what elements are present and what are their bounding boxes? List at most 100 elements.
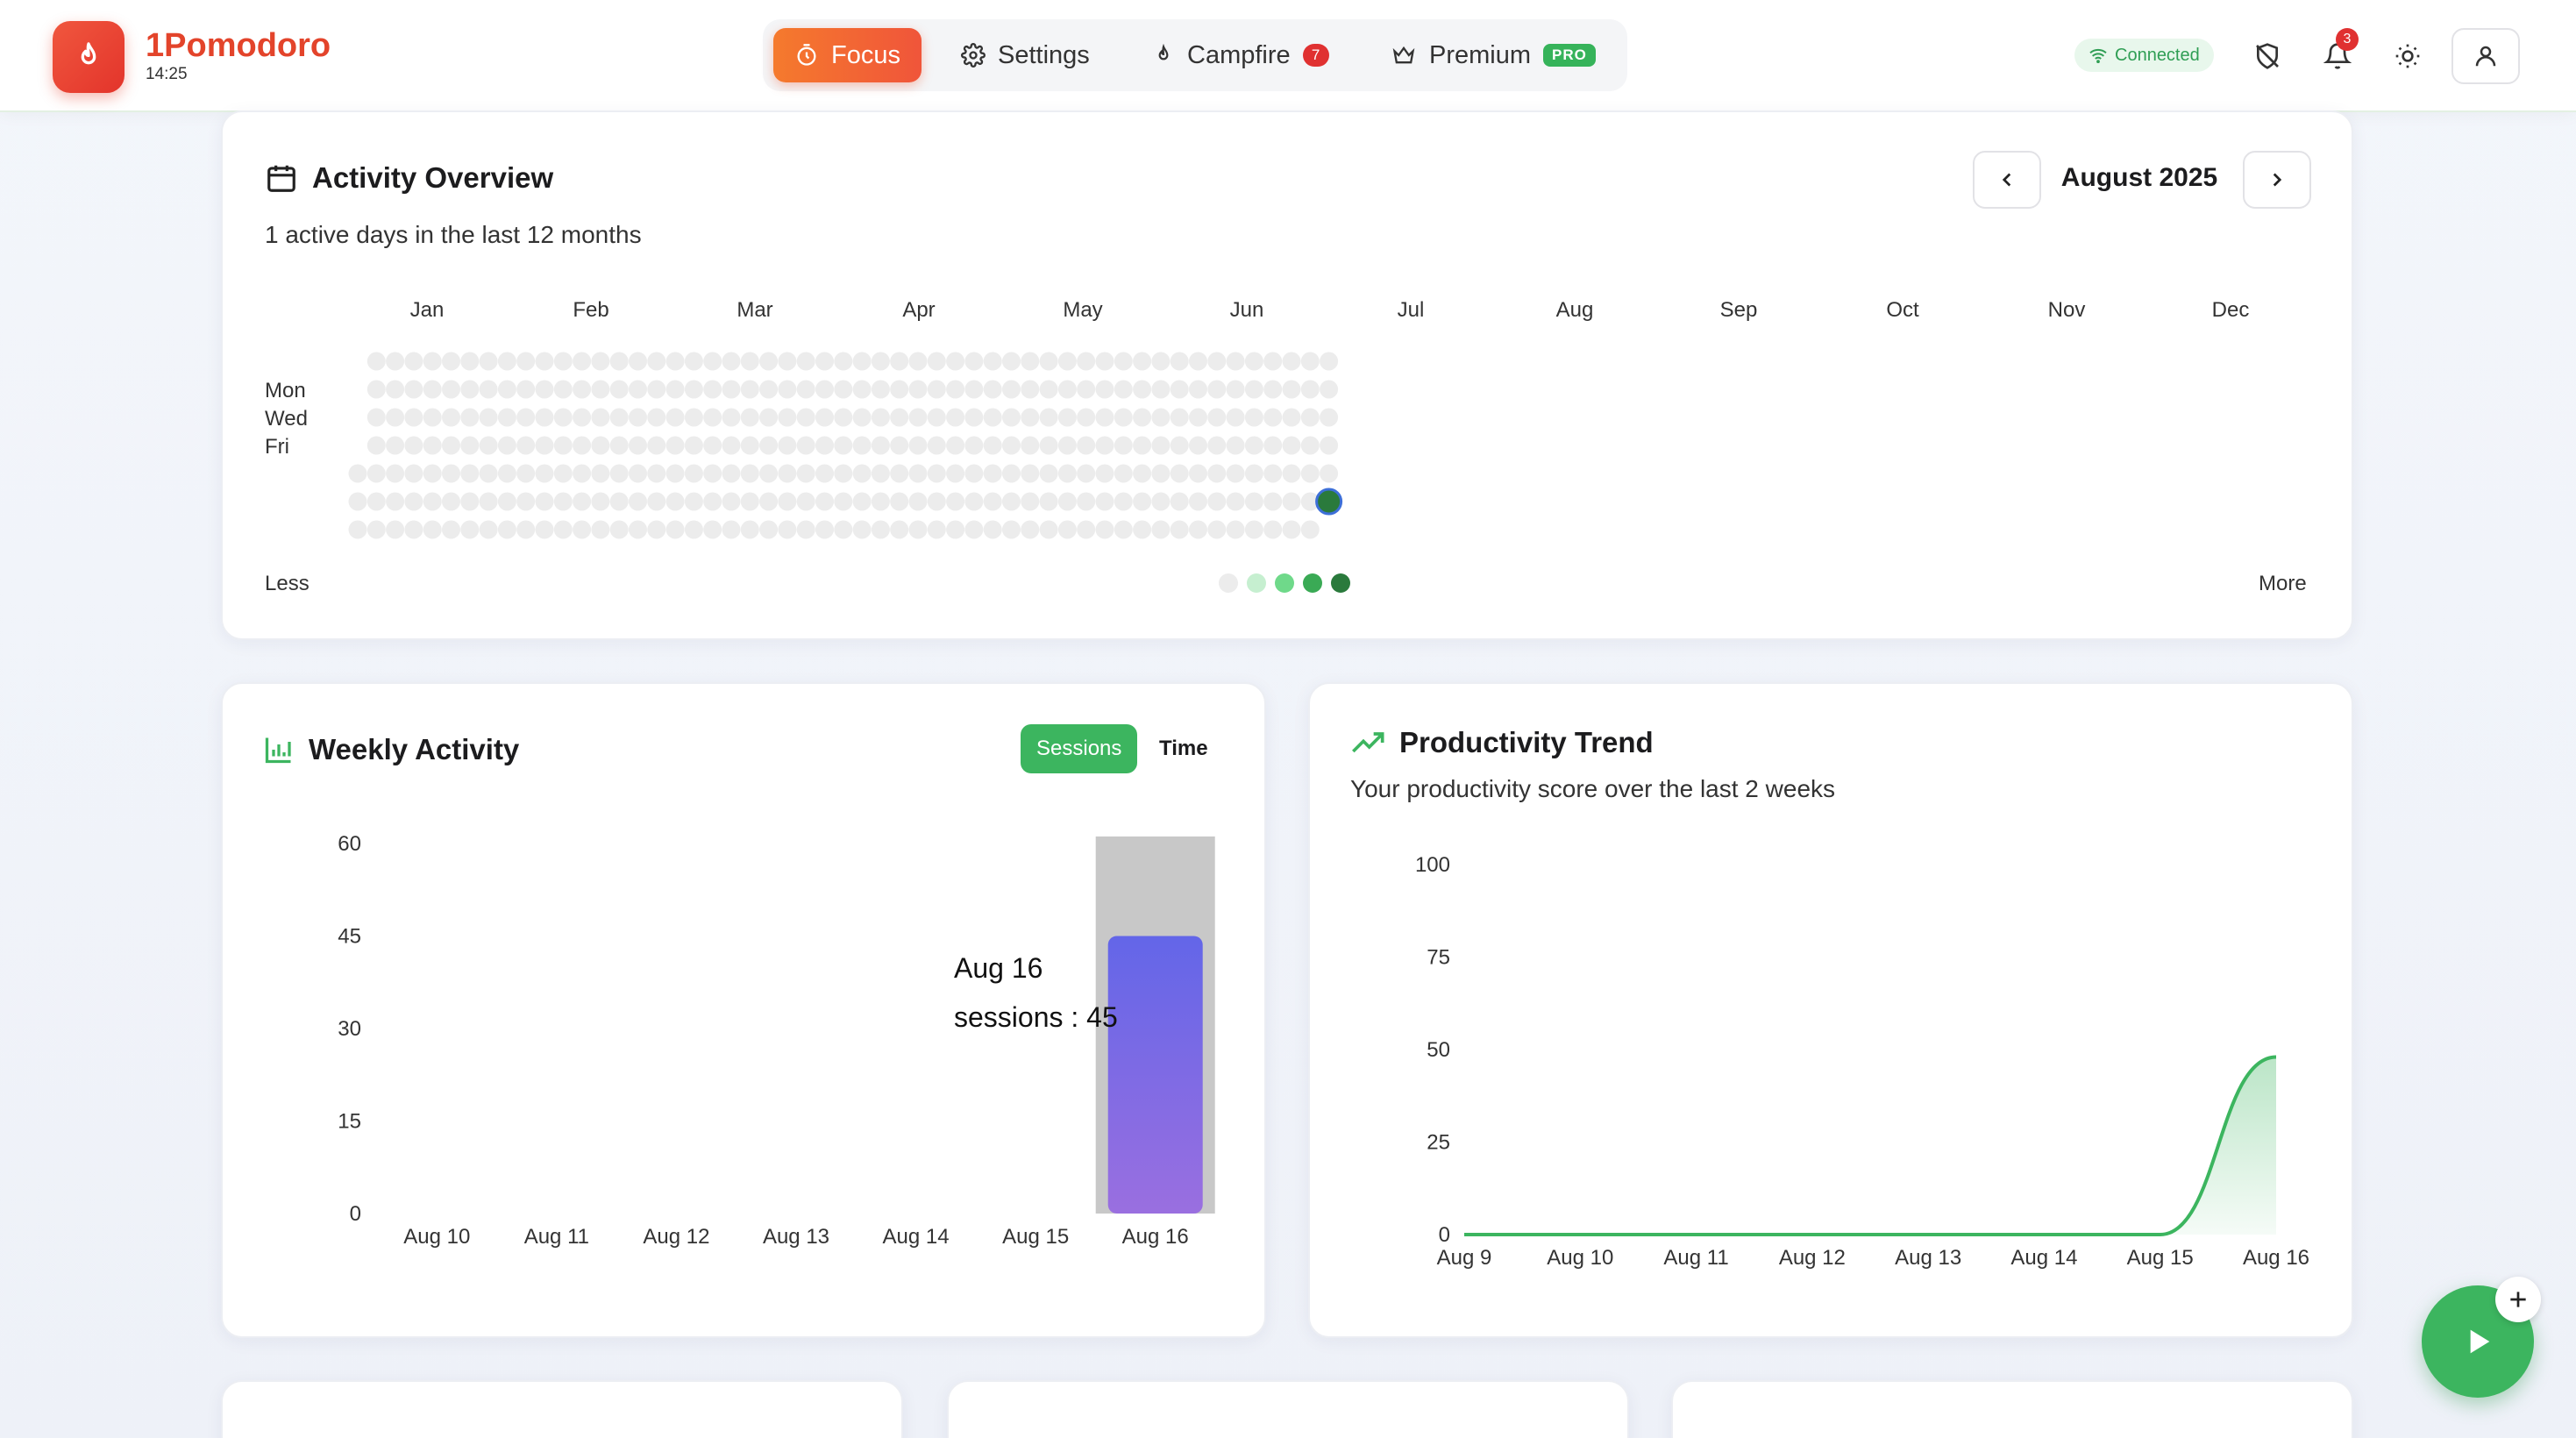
heatmap-cell[interactable]: [573, 464, 592, 483]
heatmap-cell[interactable]: [871, 408, 890, 427]
heatmap-cell[interactable]: [535, 408, 554, 427]
heatmap-cell[interactable]: [553, 352, 573, 371]
heatmap-cell[interactable]: [497, 464, 516, 483]
heatmap-cell[interactable]: [778, 464, 797, 483]
heatmap-cell[interactable]: [852, 436, 872, 455]
heatmap-cell[interactable]: [479, 464, 498, 483]
heatmap-cell[interactable]: [573, 352, 592, 371]
heatmap-cell[interactable]: [740, 408, 759, 427]
heatmap-cell[interactable]: [460, 464, 480, 483]
heatmap-cell[interactable]: [946, 408, 965, 427]
heatmap-cell[interactable]: [386, 436, 405, 455]
heatmap-cell[interactable]: [535, 520, 554, 539]
heatmap-cell[interactable]: [778, 408, 797, 427]
heatmap-cell[interactable]: [1095, 408, 1114, 427]
heatmap-cell[interactable]: [404, 492, 423, 511]
heatmap-cell[interactable]: [404, 436, 423, 455]
heatmap-cell[interactable]: [665, 408, 685, 427]
heatmap-cell[interactable]: [983, 492, 1002, 511]
heatmap-cell[interactable]: [722, 436, 741, 455]
heatmap-cell[interactable]: [1039, 464, 1058, 483]
heatmap-cell[interactable]: [1170, 380, 1189, 399]
heatmap-cell[interactable]: [629, 352, 647, 371]
heatmap-cell[interactable]: [1151, 492, 1171, 511]
logo[interactable]: [53, 21, 125, 93]
heatmap-cell[interactable]: [665, 352, 685, 371]
heatmap-cell[interactable]: [535, 464, 554, 483]
heatmap-cell[interactable]: [1114, 492, 1133, 511]
heatmap-cell[interactable]: [796, 492, 815, 511]
heatmap-cell[interactable]: [573, 492, 592, 511]
heatmap-cell[interactable]: [759, 380, 779, 399]
nav-campfire[interactable]: Campfire 7: [1131, 28, 1350, 82]
heatmap-cell[interactable]: [1039, 380, 1058, 399]
heatmap-cell[interactable]: [796, 464, 815, 483]
heatmap-cell[interactable]: [591, 352, 610, 371]
heatmap-cell[interactable]: [1133, 408, 1152, 427]
focus-shield-button[interactable]: [2246, 35, 2288, 77]
heatmap-cell[interactable]: [890, 352, 909, 371]
heatmap-cell[interactable]: [423, 520, 442, 539]
heatmap-cell[interactable]: [535, 352, 554, 371]
heatmap-cell[interactable]: [460, 492, 480, 511]
heatmap-cell[interactable]: [927, 492, 946, 511]
heatmap-cell[interactable]: [703, 492, 722, 511]
heatmap-cell[interactable]: [423, 352, 442, 371]
heatmap-cell[interactable]: [1114, 352, 1133, 371]
heatmap-cell[interactable]: [1039, 352, 1058, 371]
heatmap-cell[interactable]: [1170, 436, 1189, 455]
heatmap-cell[interactable]: [1077, 464, 1096, 483]
heatmap-cell[interactable]: [1226, 436, 1245, 455]
heatmap-cell[interactable]: [497, 436, 516, 455]
heatmap-cell[interactable]: [1282, 380, 1301, 399]
heatmap-cell[interactable]: [386, 352, 405, 371]
heatmap-cell[interactable]: [1133, 352, 1152, 371]
heatmap-cell[interactable]: [629, 464, 647, 483]
heatmap-cell[interactable]: [722, 380, 741, 399]
heatmap-cell[interactable]: [629, 408, 647, 427]
heatmap-cell[interactable]: [871, 520, 890, 539]
heatmap-cell[interactable]: [1300, 436, 1320, 455]
heatmap-cell[interactable]: [423, 408, 442, 427]
heatmap-cell[interactable]: [1151, 408, 1171, 427]
heatmap-cell[interactable]: [684, 464, 703, 483]
heatmap-cell[interactable]: [442, 380, 460, 399]
heatmap-cell[interactable]: [460, 380, 480, 399]
heatmap-cell[interactable]: [871, 436, 890, 455]
heatmap-cell[interactable]: [815, 380, 834, 399]
heatmap-cell[interactable]: [815, 408, 834, 427]
heatmap-cell[interactable]: [852, 492, 872, 511]
heatmap-cell[interactable]: [404, 380, 423, 399]
heatmap-cell[interactable]: [684, 520, 703, 539]
heatmap-cell[interactable]: [404, 408, 423, 427]
heatmap-cell[interactable]: [796, 352, 815, 371]
heatmap-cell[interactable]: [871, 380, 890, 399]
heatmap-cell[interactable]: [1300, 520, 1320, 539]
heatmap-cell[interactable]: [665, 464, 685, 483]
heatmap-cell[interactable]: [535, 492, 554, 511]
heatmap-cell[interactable]: [1151, 352, 1171, 371]
heatmap-cell[interactable]: [1282, 352, 1301, 371]
heatmap-cell[interactable]: [516, 436, 536, 455]
heatmap-cell[interactable]: [964, 380, 984, 399]
heatmap-cell[interactable]: [1077, 492, 1096, 511]
heatmap-cell[interactable]: [516, 464, 536, 483]
heatmap-cell[interactable]: [1320, 436, 1339, 455]
add-button[interactable]: [2495, 1277, 2541, 1322]
heatmap-cell[interactable]: [609, 380, 629, 399]
previous-month-button[interactable]: [1973, 151, 2041, 209]
heatmap-cell[interactable]: [852, 464, 872, 483]
heatmap-cell[interactable]: [927, 464, 946, 483]
heatmap-cell[interactable]: [573, 520, 592, 539]
heatmap-cell[interactable]: [1021, 436, 1040, 455]
heatmap-cell[interactable]: [442, 520, 460, 539]
toggle-time-button[interactable]: Time: [1159, 737, 1208, 760]
heatmap-cell[interactable]: [1095, 352, 1114, 371]
heatmap-cell[interactable]: [1002, 380, 1021, 399]
heatmap-cell[interactable]: [1114, 408, 1133, 427]
bar[interactable]: [1107, 936, 1203, 1214]
nav-premium[interactable]: Premium PRO: [1370, 28, 1617, 82]
heatmap-cell[interactable]: [386, 492, 405, 511]
heatmap-cell[interactable]: [1151, 464, 1171, 483]
heatmap-cell[interactable]: [1244, 492, 1263, 511]
